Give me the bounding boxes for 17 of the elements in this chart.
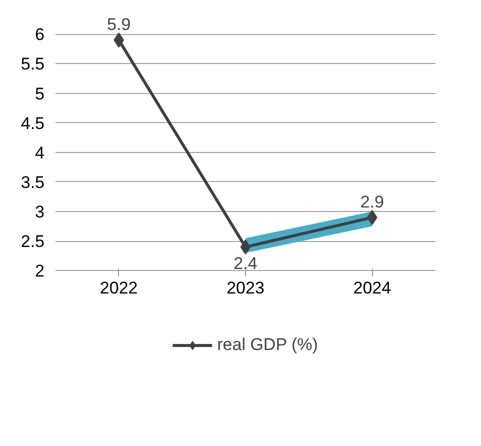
y-tick-label: 4.5 [20, 114, 45, 133]
data-label: 2.4 [234, 254, 258, 273]
point [240, 239, 251, 254]
y-tick-label: 2.5 [20, 232, 45, 252]
y-tick-label: 6 [35, 25, 45, 44]
y-tick-label: 5.5 [20, 54, 45, 74]
legend-label: real GDP (%) [217, 335, 318, 355]
y-tick-label: 3 [35, 202, 45, 222]
data-label: 2.9 [360, 192, 384, 212]
x-tick-label: 2023 [226, 278, 264, 298]
data-label: 5.9 [107, 15, 131, 34]
y-tick-label: 2 [35, 262, 45, 281]
y-tick-label: 3.5 [20, 172, 45, 192]
x-tick-label: 2024 [353, 278, 392, 298]
y-tick-label: 4 [35, 143, 45, 162]
x-tick-label: 2022 [100, 278, 138, 298]
y-tick-label: 5 [35, 84, 45, 104]
